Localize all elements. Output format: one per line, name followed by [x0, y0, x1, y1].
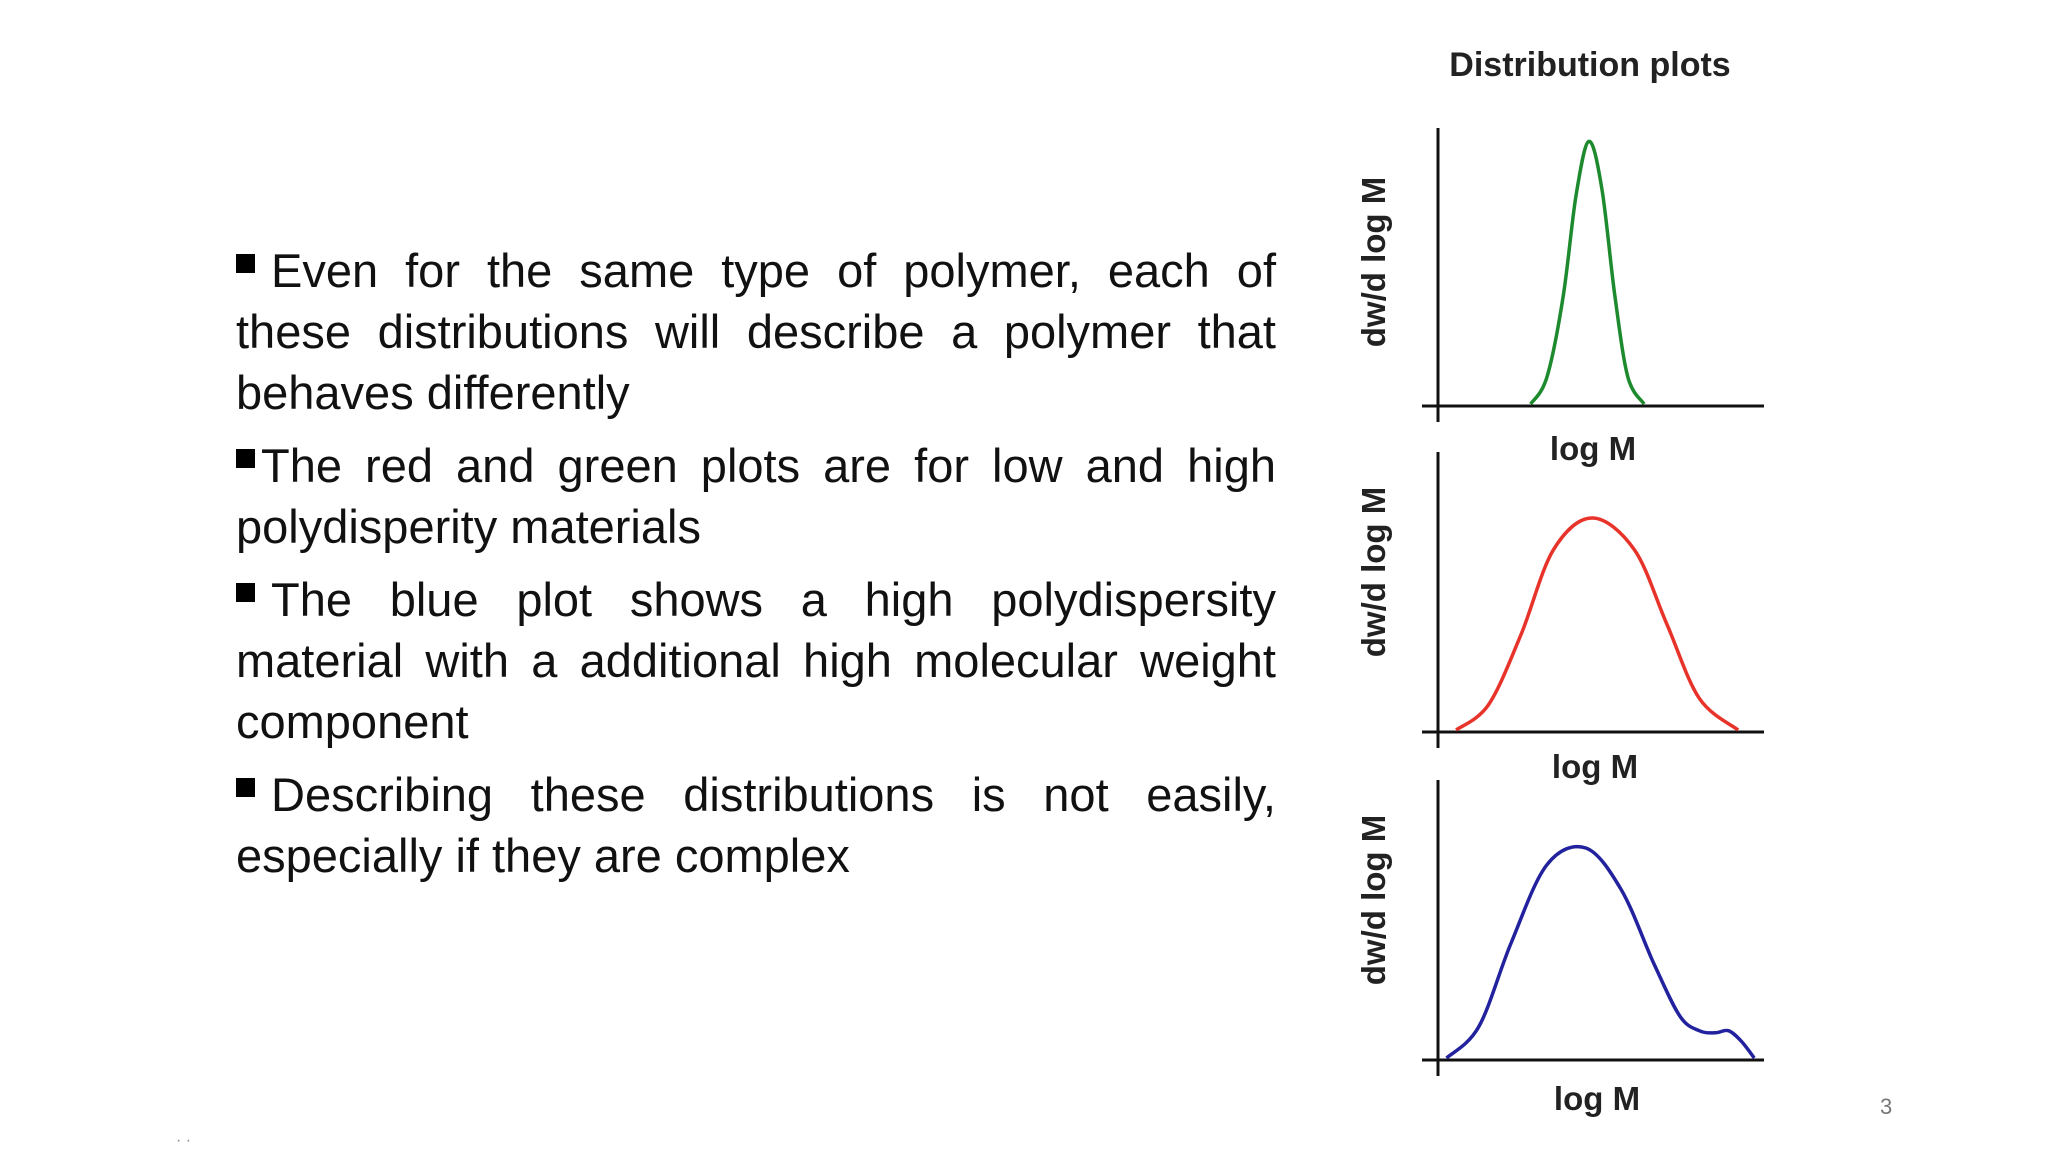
bullet-item: Even for the same type of polymer, each … — [236, 244, 1276, 419]
plot-3: dw/d log M log M — [1355, 780, 1764, 1117]
bullet-item: Describing these distributions is not ea… — [236, 768, 1276, 882]
corner-mark: · · — [176, 1132, 192, 1149]
square-bullet-icon — [236, 449, 255, 468]
distribution-curve-red — [1455, 516, 1740, 732]
bullet-item: The blue plot shows a high polydispersit… — [236, 573, 1276, 748]
x-axis-label: log M — [1550, 430, 1636, 467]
distribution-plots: dw/d log M log M dw/d log M log M dw/d l… — [1355, 128, 1764, 1117]
plot-2: dw/d log M log M — [1355, 452, 1764, 785]
figure-title: Distribution plots — [1449, 46, 1731, 84]
bullet-item: The red and green plots are for low and … — [236, 439, 1276, 553]
y-axis-label: dw/d log M — [1355, 487, 1392, 657]
plot-1: dw/d log M log M — [1355, 128, 1764, 467]
bullet-list: Even for the same type of polymer, each … — [236, 240, 1276, 898]
page-number: 3 — [1880, 1094, 1893, 1119]
distribution-curve-blue — [1445, 844, 1756, 1060]
x-axis-label: log M — [1552, 748, 1638, 785]
distribution-curve-green — [1529, 139, 1646, 406]
square-bullet-icon — [236, 778, 255, 797]
y-axis-label: dw/d log M — [1355, 177, 1392, 347]
x-axis-label: log M — [1554, 1080, 1640, 1117]
square-bullet-icon — [236, 583, 255, 602]
square-bullet-icon — [236, 254, 255, 273]
y-axis-label: dw/d log M — [1355, 815, 1392, 985]
